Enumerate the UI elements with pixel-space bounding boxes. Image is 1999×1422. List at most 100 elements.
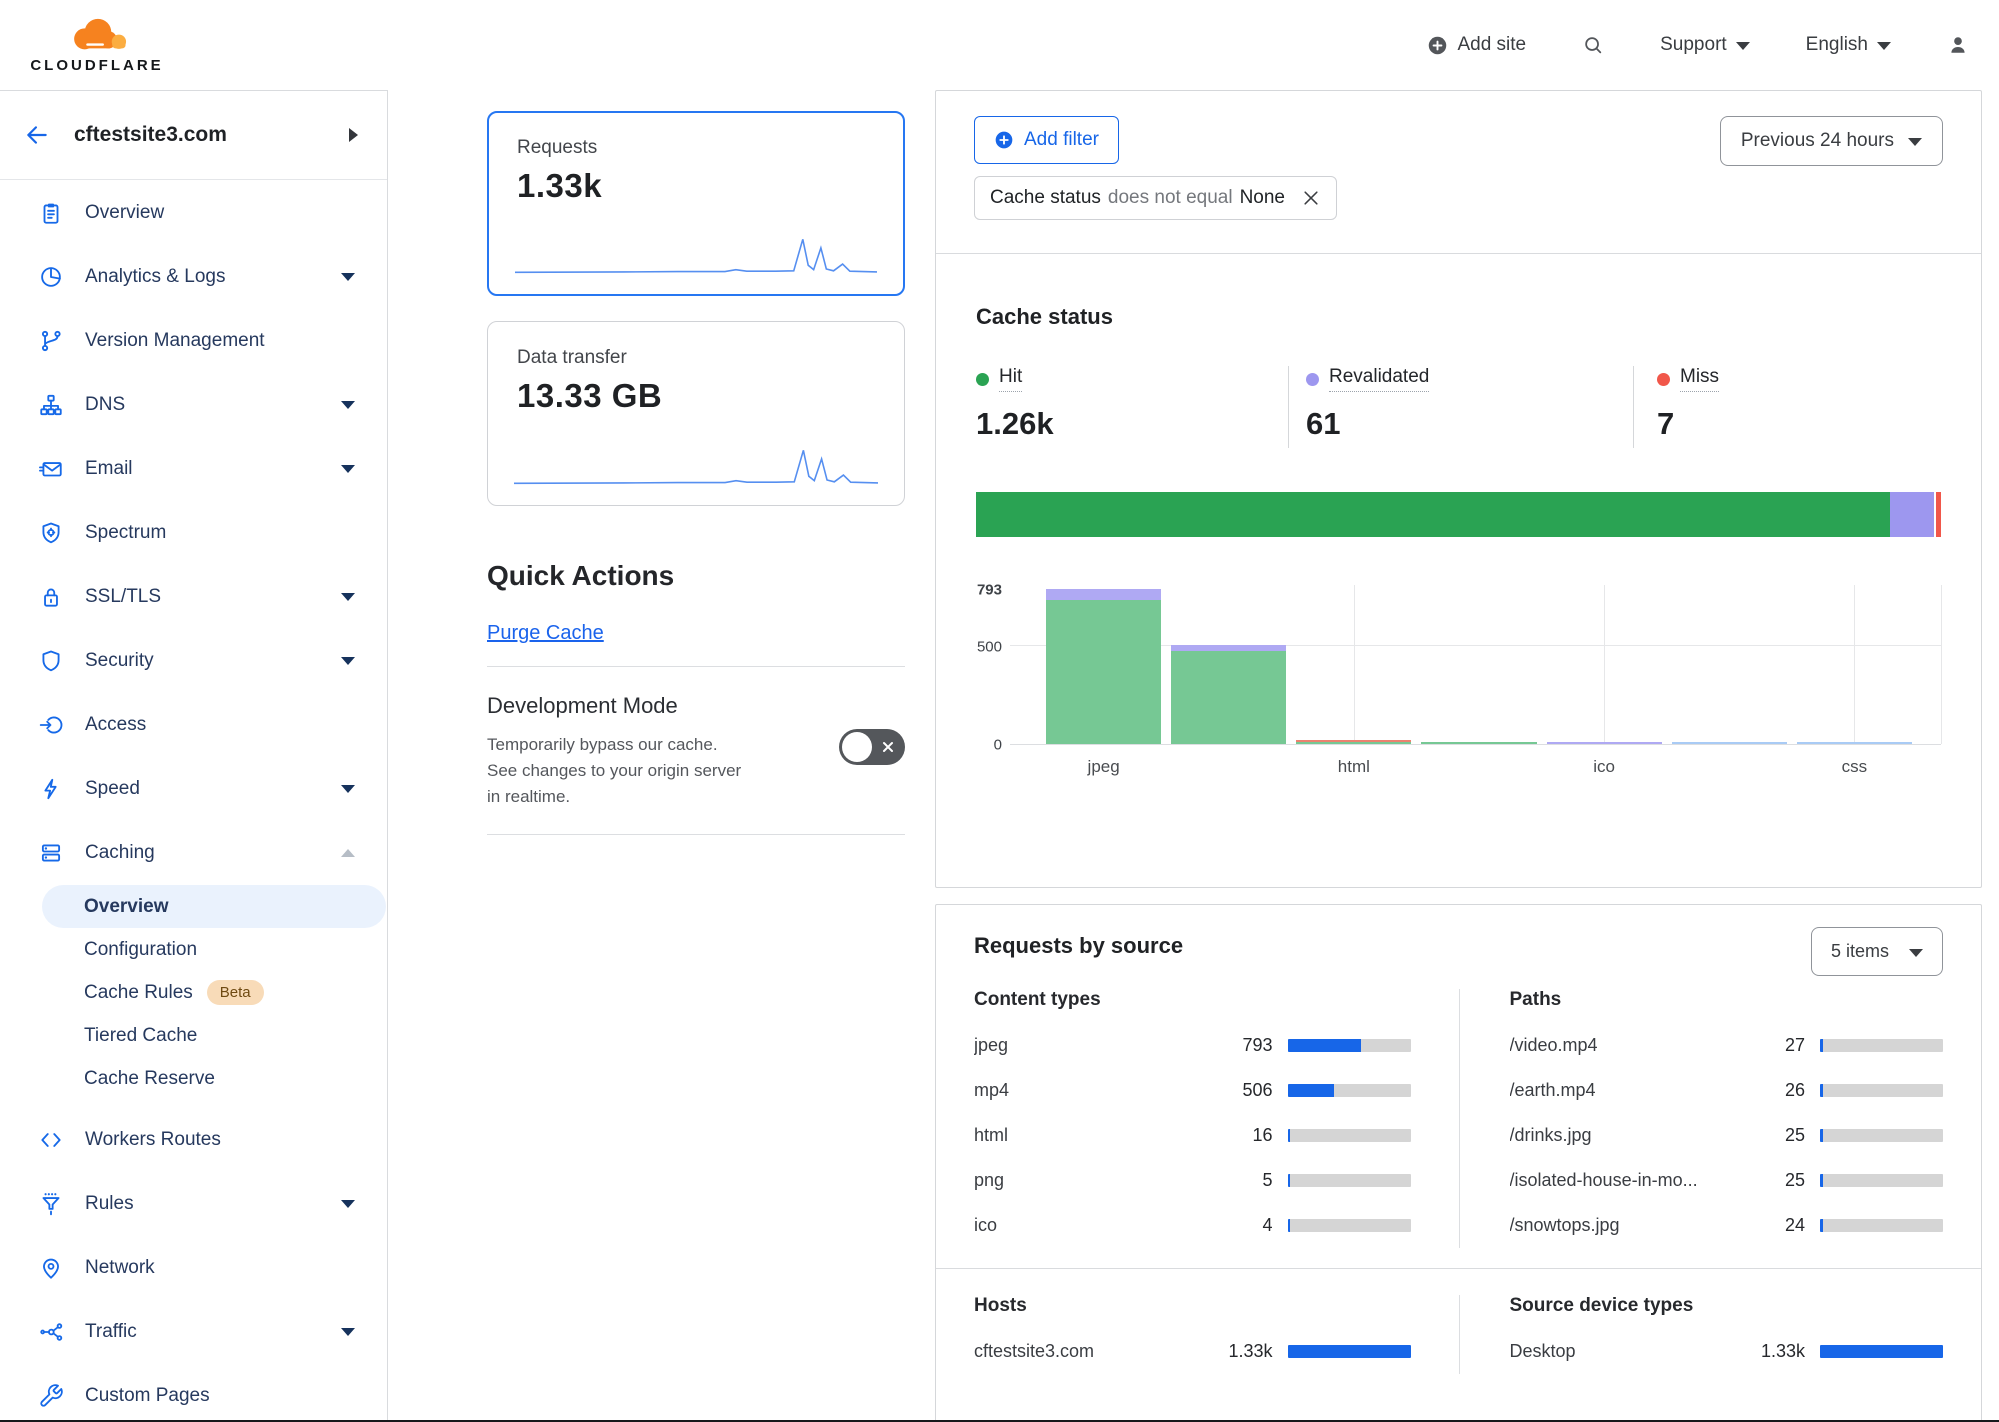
time-range-dropdown[interactable]: Previous 24 hours	[1719, 116, 1943, 166]
remove-filter-icon[interactable]	[1301, 188, 1321, 208]
development-mode-toggle[interactable]	[839, 729, 905, 765]
v-gridline	[1353, 585, 1355, 744]
sidebar-subitem-cache-rules[interactable]: Cache Rules Beta	[0, 971, 387, 1014]
source-row-bar-fill	[1820, 1129, 1823, 1142]
account-menu[interactable]	[1947, 34, 1969, 56]
caret-down-icon	[1877, 42, 1891, 50]
caret-down-icon	[341, 785, 355, 793]
sidebar-item-dns[interactable]: DNS	[0, 373, 387, 437]
legend-label[interactable]: Miss	[1680, 366, 1720, 392]
source-row-snowtops-jpg: /snowtops.jpg 24	[1510, 1203, 1943, 1248]
source-row-video-mp4: /video.mp4 27	[1510, 1023, 1943, 1068]
source-row-value: 16	[1252, 1125, 1273, 1145]
sidebar-item-spectrum[interactable]: Spectrum	[0, 501, 387, 565]
bar-unlabeled-1	[1171, 645, 1287, 744]
sidebar-item-access[interactable]: Access	[0, 693, 387, 757]
sidebar-item-version-management[interactable]: Version Management	[0, 309, 387, 373]
sidebar-item-label: Access	[85, 714, 147, 735]
source-row-label: /isolated-house-in-mo...	[1509, 1170, 1698, 1190]
bar-unlabeled-3	[1421, 741, 1537, 744]
sidebar-item-label: SSL/TLS	[85, 586, 162, 607]
development-mode-text: Development Mode Temporarily bypass our …	[487, 693, 749, 810]
bar-segment-other	[1796, 741, 1912, 744]
bar-segment-hit	[1296, 741, 1412, 744]
code-brackets-icon	[38, 1127, 64, 1153]
development-mode-description: Temporarily bypass our cache. See change…	[487, 735, 742, 806]
sidebar-item-overview[interactable]: Overview	[0, 181, 387, 245]
x-tick-label-ico: ico	[1593, 757, 1615, 776]
chevron-right-icon[interactable]	[347, 127, 359, 143]
sidebar-item-label: Analytics & Logs	[85, 266, 226, 287]
sidebar-subitem-configuration[interactable]: Configuration	[0, 928, 387, 971]
source-row-value: 793	[1242, 1035, 1273, 1055]
sidebar-subitem-overview[interactable]: Overview	[42, 885, 386, 928]
plus-circle-icon	[1427, 35, 1448, 56]
source-row-bar	[1287, 1174, 1411, 1187]
location-pin-icon	[38, 1255, 64, 1281]
source-group-title: Content types	[974, 989, 1101, 1010]
sidebar-item-rules[interactable]: Rules	[0, 1172, 387, 1236]
source-row-value: 4	[1262, 1215, 1273, 1235]
requests-metric-card[interactable]: Requests 1.33k	[487, 111, 905, 296]
legend-label[interactable]: Revalidated	[1329, 366, 1430, 392]
filter-value: None	[1239, 187, 1285, 208]
sidebar-item-caching[interactable]: Caching	[0, 821, 387, 885]
legend-value: 1.26k	[976, 406, 1054, 441]
sidebar-subitem-tiered-cache[interactable]: Tiered Cache	[0, 1014, 387, 1057]
source-row-drinks-jpg: /drinks.jpg 25	[1510, 1113, 1943, 1158]
source-row-bar	[1820, 1039, 1943, 1052]
divider	[936, 1268, 1981, 1269]
source-row-value: 25	[1784, 1125, 1805, 1145]
source-row-bar-fill	[1820, 1039, 1823, 1052]
source-row-bar-fill	[1287, 1174, 1291, 1187]
requests-card-value: 1.33k	[517, 167, 603, 204]
add-site-button[interactable]: Add site	[1427, 34, 1526, 56]
sidebar-item-network[interactable]: Network	[0, 1236, 387, 1300]
filter-field: Cache status	[990, 187, 1101, 208]
server-stack-icon	[38, 840, 64, 866]
add-filter-button[interactable]: Add filter	[974, 116, 1119, 164]
filter-row: Add filter Cache status does not equal N…	[936, 91, 1981, 254]
caret-down-icon	[341, 401, 355, 409]
bar-jpeg	[1046, 589, 1162, 744]
legend-dot-hit	[976, 372, 989, 386]
sidebar-item-speed[interactable]: Speed	[0, 757, 387, 821]
legend-item-revalidated: Revalidated 61	[1288, 366, 1633, 448]
sidebar-item-ssl-tls[interactable]: SSL/TLS	[0, 565, 387, 629]
sidebar-item-email[interactable]: Email	[0, 437, 387, 501]
back-arrow-icon[interactable]	[24, 122, 50, 148]
legend-label[interactable]: Hit	[999, 366, 1023, 392]
source-row-jpeg: jpeg 793	[974, 1023, 1411, 1068]
cloudflare-cloud-icon	[74, 18, 127, 50]
brand-wordmark: CLOUDFLARE	[30, 57, 164, 74]
sidebar-subitem-cache-reserve[interactable]: Cache Reserve	[0, 1057, 387, 1100]
cache-status-card: Add filter Cache status does not equal N…	[935, 90, 1982, 888]
cloudflare-logo[interactable]: CLOUDFLARE	[22, 16, 172, 74]
source-row-value: 26	[1784, 1080, 1805, 1100]
source-row-ico: ico 4	[974, 1203, 1411, 1248]
requests-sparkline	[515, 234, 877, 278]
language-menu[interactable]: English	[1806, 34, 1891, 56]
sidebar-item-traffic[interactable]: Traffic	[0, 1300, 387, 1364]
envelope-icon	[38, 456, 64, 482]
purge-cache-link[interactable]: Purge Cache	[487, 622, 604, 644]
search-button[interactable]	[1582, 34, 1604, 56]
sidebar-item-custom-pages[interactable]: Custom Pages	[0, 1364, 387, 1422]
data-transfer-metric-card[interactable]: Data transfer 13.33 GB	[487, 321, 905, 506]
padlock-icon	[38, 584, 64, 610]
source-group-paths: Paths/video.mp4 27/earth.mp4 26/drinks.jpg…	[1458, 989, 1943, 1248]
items-count-dropdown[interactable]: 5 items	[1810, 927, 1943, 976]
shield-gear-icon	[38, 520, 64, 546]
source-row-value: 25	[1784, 1170, 1805, 1190]
support-menu[interactable]: Support	[1660, 34, 1750, 56]
sidebar-item-security[interactable]: Security	[0, 629, 387, 693]
sidebar-item-analytics-logs[interactable]: Analytics & Logs	[0, 245, 387, 309]
sidebar-item-label: Network	[85, 1257, 155, 1278]
sidebar: cftestsite3.com Overview Analytics & Logs…	[0, 90, 388, 1422]
data-transfer-sparkline	[514, 445, 878, 489]
source-row-bar	[1820, 1129, 1943, 1142]
source-row-bar	[1820, 1219, 1943, 1232]
legend-dot-revalidated	[1306, 372, 1319, 386]
sidebar-item-label: Custom Pages	[85, 1385, 210, 1406]
sidebar-item-workers-routes[interactable]: Workers Routes	[0, 1108, 387, 1172]
